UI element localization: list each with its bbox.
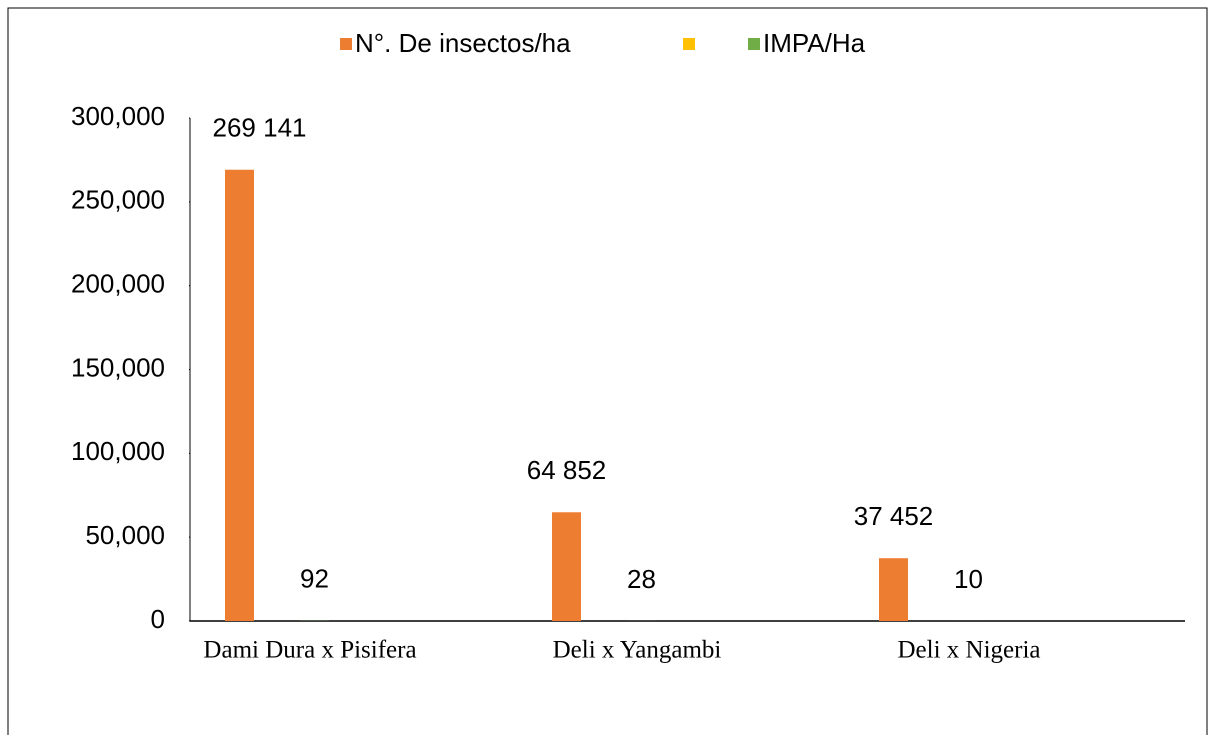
y-tick-label: 150,000 — [71, 352, 165, 382]
x-tick-label: Deli x Nigeria — [897, 637, 1040, 664]
data-label: 10 — [954, 564, 983, 594]
data-label: 92 — [300, 564, 329, 594]
legend-swatch — [683, 38, 695, 50]
y-tick-label: 0 — [151, 604, 165, 634]
frame — [7, 7, 1208, 735]
y-tick-label: 50,000 — [85, 520, 165, 550]
bar — [879, 558, 908, 621]
y-tick-label: 250,000 — [71, 185, 165, 215]
y-tick-label: 100,000 — [71, 436, 165, 466]
bar — [225, 169, 254, 622]
bar — [552, 512, 581, 621]
legend-swatch — [748, 38, 760, 50]
y-tick-label: 300,000 — [71, 101, 165, 131]
y-tick-label: 200,000 — [71, 269, 165, 299]
data-label: 37 452 — [854, 501, 934, 531]
data-label: 269 141 — [213, 113, 307, 143]
x-tick-label: Deli x Yangambi — [553, 637, 722, 664]
data-label: 64 852 — [527, 455, 607, 485]
legend-swatch — [340, 38, 352, 50]
data-label: 28 — [627, 564, 656, 594]
legend-label: IMPA/Ha — [763, 28, 866, 58]
x-tick-label: Dami Dura x Pisifera — [203, 637, 416, 664]
legend-label: N°. De insectos/ha — [355, 28, 571, 58]
